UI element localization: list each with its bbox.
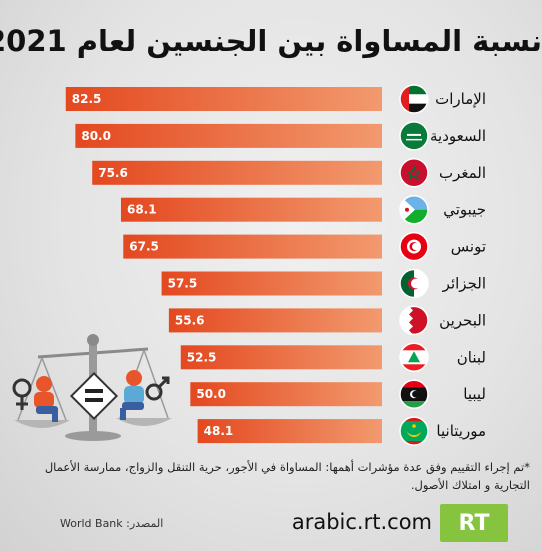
bar-row-3: 75.6 المغرب [92,158,486,188]
country-label: موريتانيا [436,422,486,440]
bar [92,160,383,185]
bar [123,234,383,259]
bar [65,87,382,111]
country-label: الجزائر [442,275,486,293]
bar-value-label: 80.0 [81,129,111,143]
libya-flag-icon [399,379,429,409]
country-label: السعودية [430,127,486,145]
country-label: الإمارات [435,90,486,108]
bar-row-6: 57.5 الجزائر [161,268,486,299]
country-label: تونس [451,238,486,256]
bar [75,123,383,148]
bar-value-label: 68.1 [127,203,157,217]
lebanon-flag-icon [399,342,429,373]
bar [190,382,382,407]
country-label: لبنان [457,348,486,366]
bar-row-8: 52.5 لبنان [180,342,486,373]
website-link[interactable]: arabic.rt.com [291,510,432,534]
bar-row-10: 48.1 موريتانيا [197,416,486,446]
bar-row-5: 67.5 تونس [123,231,486,262]
rt-logo: RT [440,504,508,542]
country-label: جيبوتي [443,201,486,220]
bar-value-label: 52.5 [187,350,217,364]
bar [120,197,382,222]
source-credit: المصدر: World Bank [60,517,164,530]
bar [180,345,382,370]
bar-value-label: 82.5 [72,92,102,106]
chart-title: نسبة المساواة بين الجنسين لعام 2021 [0,24,542,58]
tunisia-flag-icon [399,231,429,262]
algeria-flag-icon [399,268,429,299]
bar-value-label: 50.0 [196,387,226,401]
male-symbol-icon [145,376,170,401]
bar [168,308,382,333]
country-label: البحرين [439,311,486,329]
woman-figure-icon [34,376,58,422]
morocco-flag-icon [399,158,429,188]
saudi-flag-icon [399,121,429,151]
bar-row-9: 50.0 ليبيا [190,379,486,409]
bar-value-label: 67.5 [129,240,159,254]
country-label: ليبيا [463,385,486,403]
mauritania-flag-icon [399,416,429,446]
bar-value-label: 48.1 [204,424,234,438]
bahrain-flag-icon [399,305,429,336]
bar [161,271,382,296]
man-figure-icon [120,370,144,420]
bar-row-2: 80.0 السعودية [75,121,486,151]
equals-sign-icon [69,371,119,421]
bar-row-7: 55.6 البحرين [168,305,486,336]
bar-row-4: 68.1 جيبوتي [120,194,486,225]
djibouti-flag-icon [399,194,429,225]
bar-row-1: 82.5 الإمارات [65,84,486,114]
bar-value-label: 55.6 [175,313,205,327]
bar-value-label: 57.5 [168,277,198,291]
bar-value-label: 75.6 [98,166,128,180]
country-label: المغرب [439,164,486,182]
uae-flag-icon [399,84,429,114]
footnote: *تم إجراء التقييم وفق عدة مؤشرات أهمها: … [44,460,530,492]
bar [197,419,382,444]
female-symbol-icon [12,378,32,410]
